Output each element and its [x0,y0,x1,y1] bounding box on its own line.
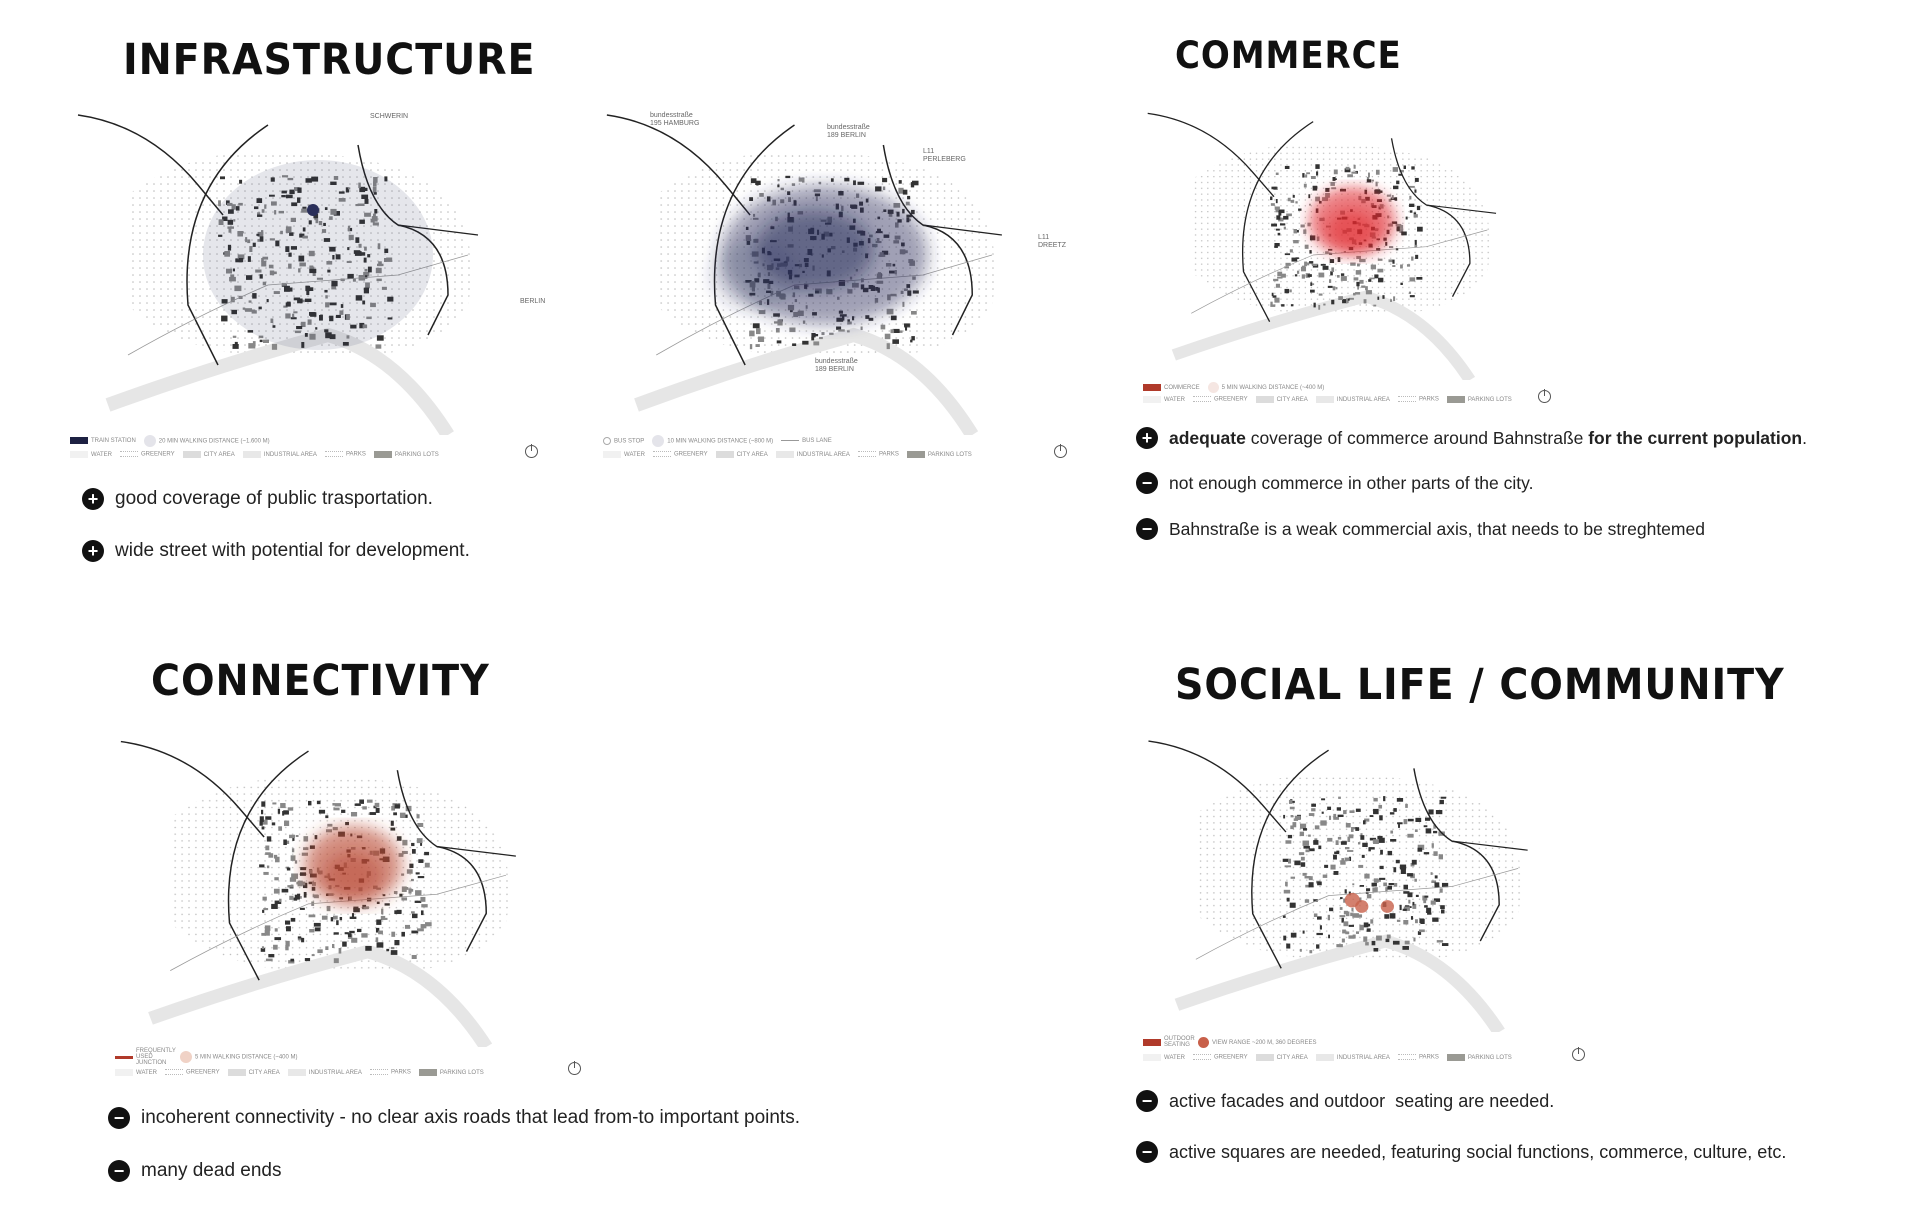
legend-item: PARKING LOTS [1446,1054,1512,1061]
legend-infra-2: BUS STOP 10 MIN WALKING DISTANCE (~800 M)… [603,435,832,447]
legend-item: WATER [115,1069,157,1076]
legend-item: CITY AREA [1255,396,1308,403]
social-point-1: − active facades and outdoor seating are … [1136,1090,1554,1112]
plus-icon: + [82,488,104,510]
legend-item: WATER [70,451,112,458]
commerce-point-3: − Bahnstraße is a weak commercial axis, t… [1136,518,1705,540]
legend-common: WATER GREENERY CITY AREA INDUSTRIAL AREA PAR… [1143,1054,1512,1061]
legend-item: PARKS [369,1069,411,1076]
legend-item: INDUSTRIAL AREA [1315,1054,1390,1061]
minus-icon: − [108,1107,130,1129]
plus-icon: + [82,540,104,562]
plus-icon: + [1136,427,1158,449]
section-title-social-life: SOCIAL LIFE / COMMUNITY [1175,660,1785,710]
commerce-point-1: + adequate coverage of commerce around Ba… [1136,427,1807,449]
legend-item: PARKS [857,451,899,458]
legend-item: GREENERY [120,451,175,458]
legend-common: WATER GREENERY CITY AREA INDUSTRIAL AREA PAR… [603,451,972,458]
section-title-infrastructure: INFRASTRUCTURE [123,35,536,85]
legend-common: WATER GREENERY CITY AREA INDUSTRIAL AREA PAR… [70,451,439,458]
minus-icon: − [1136,1090,1158,1112]
legend-item: CITY AREA [227,1069,280,1076]
legend-connectivity: FREQUENTLY USED JUNCTION 5 MIN WALKING DI… [115,1048,298,1066]
legend-commerce: COMMERCE 5 MIN WALKING DISTANCE (~400 M) [1143,382,1324,393]
legend-item: WATER [1143,396,1185,403]
city-map-drawing [1148,740,1528,1032]
minus-icon: − [1136,472,1158,494]
city-map-drawing [120,740,516,1047]
north-arrow-icon [1054,444,1067,458]
legend-item: GREENERY [1193,396,1248,403]
infrastructure-map-bus [597,105,1071,435]
infra-point-1: + good coverage of public trasportation. [82,488,433,510]
legend-common: WATER GREENERY CITY AREA INDUSTRIAL AREA PAR… [1143,396,1512,403]
legend-item: CITY AREA [715,451,768,458]
minus-icon: − [1136,518,1158,540]
connectivity-point-2: − many dead ends [108,1160,282,1182]
commerce-point-2: − not enough commerce in other parts of t… [1136,472,1533,494]
infrastructure-map-train [68,105,548,435]
legend-social: OUTDOOR SEATING VIEW RANGE ~200 M, 360 DE… [1143,1036,1317,1048]
north-arrow-icon [1538,389,1551,403]
social-point-2: − active squares are needed, featuring so… [1136,1141,1786,1163]
north-arrow-icon [568,1061,581,1075]
commerce-map [1139,105,1557,380]
legend-item: WATER [1143,1054,1185,1061]
map-label-b189-berlin-south: bundesstraße 189 BERLIN [815,358,858,373]
legend-item: GREENERY [1193,1054,1248,1061]
social-life-map [1139,732,1594,1032]
legend-item: GREENERY [165,1069,220,1076]
map-label-l11-dreetz: L11 DREETZ [1038,234,1066,249]
map-label-berlin: BERLIN [520,298,546,305]
legend-item: INDUSTRIAL AREA [287,1069,362,1076]
legend-item: INDUSTRIAL AREA [242,451,317,458]
legend-item: PARKING LOTS [418,1069,484,1076]
city-map-drawing [1147,112,1497,380]
map-label-b195-hamburg: bundesstraße 195 HAMBURG [650,112,700,127]
map-label-schwerin: SCHWERIN [370,113,409,120]
connectivity-map [111,732,585,1047]
minus-icon: − [108,1160,130,1182]
map-label-l11-perleberg: L11 PERLEBERG [923,148,966,163]
infra-point-2: + wide street with potential for developm… [82,540,470,562]
legend-common: WATER GREENERY CITY AREA INDUSTRIAL AREA PAR… [115,1069,484,1076]
city-map-drawing [77,114,479,435]
north-arrow-icon [1572,1047,1585,1061]
legend-item: PARKS [324,451,366,458]
legend-item: PARKS [1397,396,1439,403]
legend-item: CITY AREA [1255,1054,1308,1061]
legend-item: CITY AREA [182,451,235,458]
city-map-drawing [606,114,1002,435]
section-title-commerce: COMMERCE [1175,34,1402,77]
legend-item: PARKS [1397,1054,1439,1061]
legend-item: INDUSTRIAL AREA [775,451,850,458]
minus-icon: − [1136,1141,1158,1163]
legend-item: INDUSTRIAL AREA [1315,396,1390,403]
map-label-b189-berlin-north: bundesstraße 189 BERLIN [827,124,870,139]
legend-item: GREENERY [653,451,708,458]
legend-item: PARKING LOTS [373,451,439,458]
legend-item: PARKING LOTS [1446,396,1512,403]
legend-infra-1: TRAIN STATION 20 MIN WALKING DISTANCE (~1… [70,435,270,447]
section-title-connectivity: CONNECTIVITY [151,656,490,706]
north-arrow-icon [525,444,538,458]
connectivity-point-1: − incoherent connectivity - no clear axis… [108,1107,800,1129]
legend-item: WATER [603,451,645,458]
legend-item: PARKING LOTS [906,451,972,458]
